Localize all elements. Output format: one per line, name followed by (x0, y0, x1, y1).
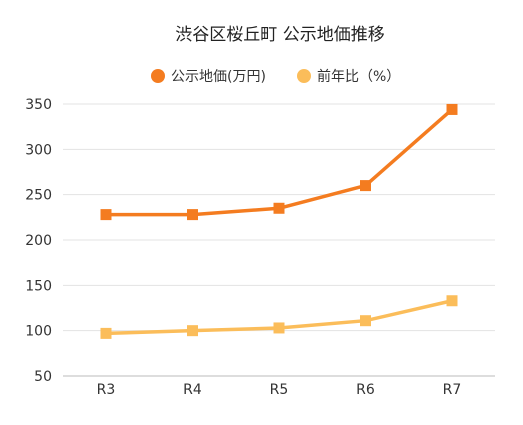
y-tick-label: 150 (25, 278, 52, 294)
y-tick-label: 350 (25, 97, 52, 113)
data-point (187, 209, 198, 221)
data-point (100, 209, 112, 221)
x-tick-label: R4 (183, 382, 202, 398)
series-2 (100, 295, 458, 339)
data-point (187, 325, 198, 337)
series-1 (100, 103, 458, 221)
legend-label: 前年比（%） (317, 68, 400, 85)
series-layer (100, 103, 458, 339)
x-tick-label: R5 (270, 382, 289, 398)
legend-label: 公示地価(万円) (171, 69, 266, 85)
x-tick-label: R3 (97, 382, 116, 398)
data-point (360, 180, 371, 192)
y-tick-label: 300 (25, 142, 52, 158)
data-point (273, 202, 285, 214)
chart-title: 渋谷区桜丘町 公示地価推移 (175, 25, 384, 45)
legend: 公示地価(万円) 前年比（%） (151, 68, 400, 85)
data-point (273, 322, 285, 334)
data-point (446, 295, 458, 307)
y-tick-label: 50 (34, 369, 52, 385)
series-line (106, 108, 454, 217)
y-tick-label: 250 (25, 188, 52, 204)
y-tick-label: 100 (25, 324, 52, 340)
x-tick-label: R7 (443, 382, 462, 398)
data-point (446, 103, 458, 115)
y-axis-ticks: 50 100 150 200 250 300 350 (25, 97, 52, 385)
x-axis-ticks: R3 R4 R5 R6 R7 (97, 382, 462, 398)
gridlines (63, 103, 495, 377)
x-tick-label: R6 (356, 382, 375, 398)
data-point (360, 315, 371, 327)
legend-marker (151, 69, 165, 83)
y-tick-label: 200 (25, 233, 52, 249)
data-point (100, 327, 112, 339)
legend-marker (297, 69, 311, 83)
